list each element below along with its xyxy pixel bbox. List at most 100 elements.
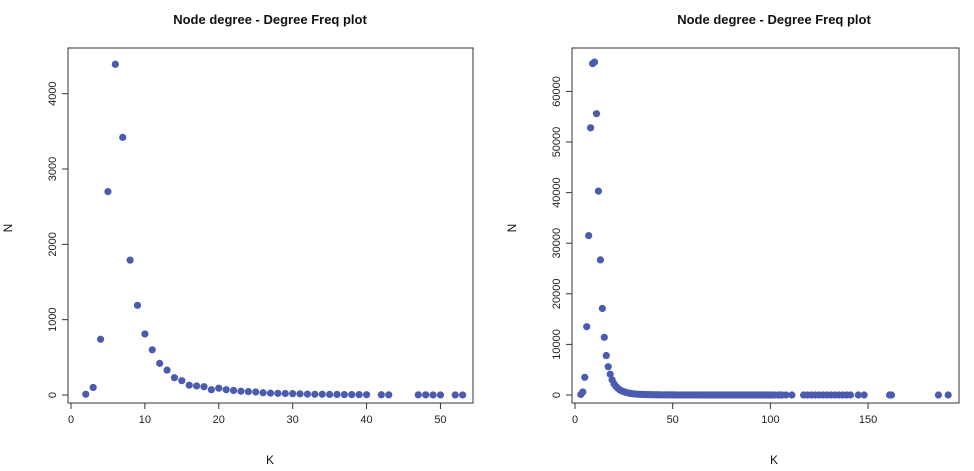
y-axis-label: N — [505, 224, 519, 233]
data-point — [318, 390, 326, 398]
data-point — [887, 391, 896, 399]
data-point — [604, 363, 612, 371]
data-point — [451, 391, 459, 399]
chart-title: Node degree - Degree Freq plot — [677, 12, 871, 27]
data-point — [326, 390, 334, 398]
data-point — [333, 390, 341, 398]
chart-title: Node degree - Degree Freq plot — [173, 12, 367, 27]
data-point — [170, 374, 179, 382]
data-points — [82, 60, 467, 399]
data-point — [303, 390, 312, 398]
data-point — [934, 391, 943, 399]
data-points — [577, 58, 952, 399]
data-point — [229, 386, 238, 395]
data-point — [156, 359, 164, 367]
data-point — [429, 391, 437, 399]
data-point — [459, 391, 467, 399]
y-tick-label: 10000 — [551, 329, 563, 360]
y-tick-label: 2000 — [47, 232, 59, 256]
data-point — [594, 187, 603, 195]
data-point — [340, 390, 348, 399]
x-tick-label: 10 — [139, 414, 151, 426]
data-point — [126, 256, 134, 264]
y-tick-label: 3000 — [47, 157, 59, 181]
data-point — [178, 377, 186, 385]
data-point — [215, 384, 223, 392]
data-point — [281, 389, 289, 398]
data-point — [377, 391, 385, 399]
y-axis-label: N — [1, 224, 15, 233]
x-axis-label: K — [266, 453, 274, 467]
x-tick-label: 30 — [287, 414, 299, 426]
data-point — [579, 388, 587, 396]
data-point — [944, 391, 952, 399]
data-point — [185, 381, 193, 389]
chart-panel-right: Node degree - Degree Freq plot 0 50 100 150… — [487, 0, 974, 471]
data-point — [82, 390, 90, 398]
data-point — [222, 386, 230, 394]
data-point — [414, 391, 422, 399]
data-point — [252, 388, 260, 396]
y-tick-label: 60000 — [551, 76, 563, 107]
data-point — [119, 133, 127, 141]
data-point — [237, 387, 245, 395]
plot-frame — [571, 47, 960, 404]
y-tick-label: 0 — [47, 392, 59, 398]
data-point — [133, 301, 142, 309]
data-point — [860, 391, 868, 399]
y-tick-label: 1000 — [47, 307, 59, 331]
data-point — [602, 351, 610, 360]
data-point — [141, 330, 149, 338]
x-axis-label: K — [770, 453, 778, 467]
data-point — [274, 389, 282, 397]
data-point — [259, 389, 267, 397]
x-tick-label: 40 — [360, 414, 372, 426]
data-point — [207, 386, 215, 394]
data-point — [200, 383, 208, 391]
data-point — [598, 304, 606, 313]
y-tick-label: 0 — [551, 392, 563, 398]
data-point — [385, 391, 393, 399]
data-point — [606, 370, 614, 378]
data-point — [96, 335, 105, 343]
data-point — [583, 323, 591, 331]
scatter-chart-left: Node degree - Degree Freq plot 0 10 20 30 40… — [1, 12, 474, 467]
data-point — [600, 333, 608, 341]
data-point — [355, 391, 363, 399]
data-point — [104, 188, 112, 196]
x-tick-label: 50 — [667, 414, 679, 426]
data-point — [193, 382, 201, 390]
data-point — [89, 383, 97, 392]
x-tick-label: 0 — [572, 414, 578, 426]
data-point — [163, 366, 171, 374]
x-tick-label: 50 — [434, 414, 446, 426]
data-point — [148, 346, 156, 354]
data-point — [846, 391, 855, 399]
data-point — [362, 391, 371, 399]
x-tick-label: 20 — [213, 414, 225, 426]
data-point — [266, 389, 275, 397]
y-tick-label: 20000 — [551, 279, 563, 310]
data-point — [244, 388, 252, 396]
axis-ticks: 0 10 20 30 40 50 0 1000 2000 3000 4000 — [47, 81, 447, 426]
x-tick-label: 100 — [761, 414, 779, 426]
data-point — [590, 58, 599, 66]
data-point — [592, 110, 601, 118]
y-tick-label: 50000 — [551, 127, 563, 158]
data-point — [788, 391, 796, 399]
plot-frame — [67, 47, 474, 404]
data-point — [422, 391, 430, 399]
x-tick-label: 150 — [859, 414, 877, 426]
x-tick-label: 0 — [68, 414, 74, 426]
data-point — [311, 390, 319, 398]
data-point — [581, 373, 589, 381]
data-point — [782, 391, 790, 399]
y-tick-label: 40000 — [551, 177, 563, 208]
data-point — [596, 256, 604, 264]
scatter-chart-right: Node degree - Degree Freq plot 0 50 100 150… — [505, 12, 960, 467]
data-point — [111, 60, 119, 68]
y-tick-label: 4000 — [47, 81, 59, 105]
data-point — [289, 390, 297, 398]
data-point — [348, 391, 356, 399]
data-point — [436, 391, 445, 399]
